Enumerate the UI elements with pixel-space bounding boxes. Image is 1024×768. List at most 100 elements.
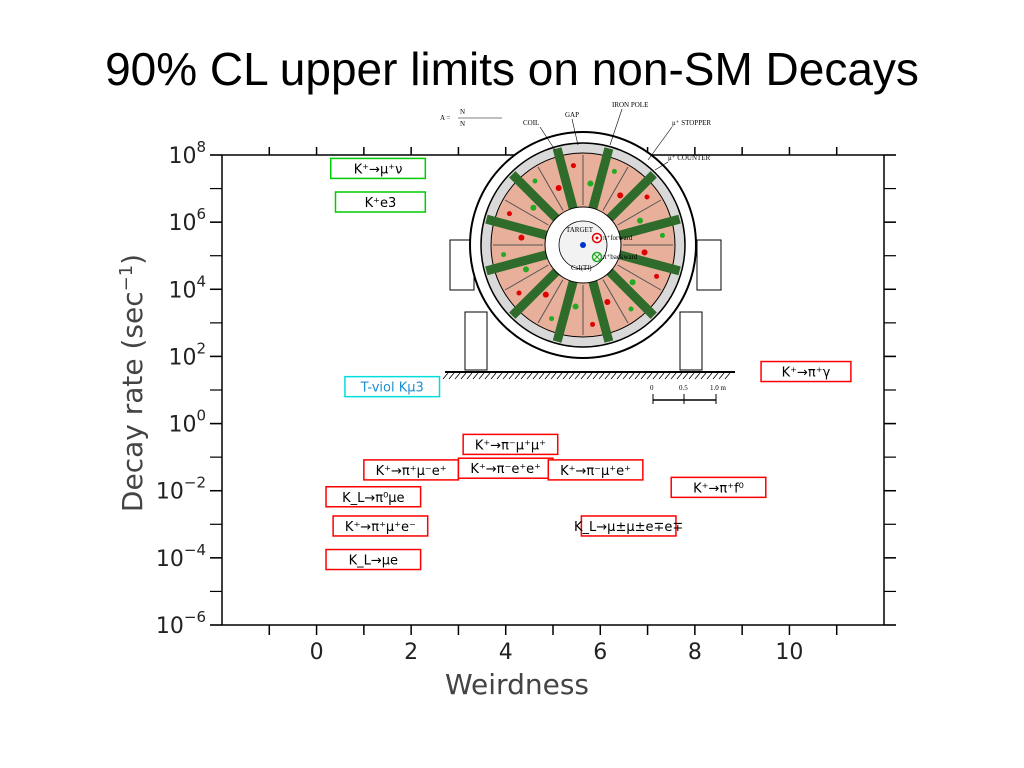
floor-hatch-line bbox=[502, 372, 509, 380]
floor-hatch-line bbox=[472, 372, 479, 380]
counter-pointer bbox=[654, 161, 669, 171]
data-point-label: K⁺→π⁺μ⁺e⁻ bbox=[345, 520, 416, 535]
data-point: T-viol Kμ3 bbox=[344, 375, 441, 398]
gap-divider bbox=[504, 264, 549, 291]
data-point: K⁺→π⁻μ⁺μ⁺ bbox=[462, 433, 559, 456]
track-marker bbox=[506, 211, 512, 217]
asymmetry-formula-label: A = bbox=[440, 114, 450, 122]
coil-sector bbox=[485, 250, 548, 276]
data-point-box bbox=[332, 515, 429, 537]
floor-hatch-line bbox=[724, 372, 731, 380]
coil-label: COIL bbox=[523, 119, 539, 127]
data-point: K⁺→π⁻μ⁺e⁺ bbox=[547, 459, 644, 481]
track-marker bbox=[572, 303, 579, 310]
gap-label: GAP bbox=[565, 111, 579, 119]
target-marker bbox=[580, 242, 586, 248]
track-marker bbox=[637, 217, 644, 224]
data-point: K_L→π⁰μe bbox=[325, 486, 422, 508]
detector-diagram: π⁺forward π⁺backward TARGET CsI(Tl) A = … bbox=[440, 101, 735, 404]
floor-hatch-line bbox=[568, 372, 575, 380]
x-tick-label: 8 bbox=[688, 640, 702, 665]
floor-hatch-line bbox=[556, 372, 563, 380]
data-point-label: K_L→μ±μ±e∓e∓ bbox=[574, 520, 683, 535]
x-ticks: 0 2 4 6 8 10 bbox=[268, 147, 838, 665]
data-point: K⁺→π⁺μ⁺e⁻ bbox=[332, 515, 429, 537]
asymmetry-formula-den: N bbox=[460, 120, 465, 128]
floor-hatch-line bbox=[574, 372, 581, 380]
floor-hatch-line bbox=[550, 372, 557, 380]
floor-hatch-line bbox=[448, 372, 455, 380]
track-marker bbox=[518, 234, 525, 241]
target-label: TARGET bbox=[566, 226, 594, 234]
coil-sector bbox=[618, 250, 681, 276]
detector-sectors bbox=[485, 147, 681, 343]
gap-divider bbox=[617, 264, 662, 291]
floor-hatch-line bbox=[580, 372, 587, 380]
track-marker bbox=[522, 266, 529, 273]
floor-hatch-line bbox=[544, 372, 551, 380]
track-marker bbox=[611, 168, 617, 174]
coil-sector bbox=[606, 171, 657, 222]
floor-hatch-line bbox=[676, 372, 683, 380]
data-point-label: K⁺→π⁺f⁰ bbox=[693, 481, 744, 496]
csi-label: CsI(Tl) bbox=[571, 264, 592, 272]
floor-hatch bbox=[442, 372, 731, 380]
gap-divider bbox=[617, 199, 662, 226]
floor-hatch-line bbox=[592, 372, 599, 380]
data-point-label: K⁺→π⁻μ⁺μ⁺ bbox=[475, 438, 546, 453]
floor-hatch-line bbox=[442, 372, 449, 380]
detector-right-leg bbox=[679, 311, 703, 371]
data-point-box bbox=[580, 515, 677, 537]
floor-hatch-line bbox=[688, 372, 695, 380]
track-marker bbox=[629, 279, 636, 286]
track-marker bbox=[501, 252, 507, 258]
data-point-box bbox=[760, 360, 852, 383]
data-points: K⁺→μ⁺ν K⁺e3 T-viol Kμ3 K⁺→π⁺γ K⁺→π⁻μ⁺μ⁺ K⁺→π⁺… bbox=[325, 157, 852, 571]
gap-divider bbox=[537, 279, 564, 324]
pi-backward-cross-b bbox=[593, 253, 601, 261]
y-tick-label: 102 bbox=[168, 339, 206, 370]
data-point: K⁺→π⁺γ bbox=[760, 360, 852, 383]
y-tick-label: 106 bbox=[168, 205, 206, 236]
floor-hatch-line bbox=[616, 372, 623, 380]
x-tick-label: 2 bbox=[404, 640, 418, 665]
coil-sector bbox=[509, 268, 560, 319]
data-point: K_L→μ±μ±e∓e∓ bbox=[574, 515, 683, 537]
floor-hatch-line bbox=[478, 372, 485, 380]
floor-hatch-line bbox=[652, 372, 659, 380]
y-tick-label: 10−6 bbox=[156, 608, 206, 639]
data-point-label: K⁺→π⁺γ bbox=[782, 366, 831, 381]
track-marker bbox=[644, 194, 650, 200]
data-point: K⁺e3 bbox=[334, 191, 427, 213]
iron-pole-pointer bbox=[609, 108, 623, 146]
coil-sector bbox=[618, 214, 681, 240]
y-tick-label: 108 bbox=[168, 138, 206, 169]
pi-backward-label: π⁺backward bbox=[603, 253, 638, 261]
track-marker bbox=[530, 204, 537, 211]
floor-hatch-line bbox=[538, 372, 545, 380]
floor-hatch-line bbox=[610, 372, 617, 380]
data-point-label: K_L→π⁰μe bbox=[342, 491, 404, 506]
coil-sector bbox=[509, 171, 560, 222]
detector-left-leg bbox=[464, 311, 488, 371]
floor-hatch-line bbox=[712, 372, 719, 380]
data-point: K⁺→π⁺f⁰ bbox=[670, 476, 767, 499]
coil-sector bbox=[485, 214, 548, 240]
data-point: K⁺→π⁺μ⁻e⁺ bbox=[363, 459, 460, 481]
data-point-box bbox=[670, 476, 767, 499]
floor-hatch-line bbox=[706, 372, 713, 380]
coil-sector bbox=[552, 147, 578, 210]
floor-hatch-line bbox=[496, 372, 503, 380]
floor-hatch-line bbox=[586, 372, 593, 380]
y-axis-title-close: ) bbox=[116, 254, 149, 265]
x-tick-label: 4 bbox=[499, 640, 513, 665]
gap-divider bbox=[504, 199, 549, 226]
x-tick-label: 0 bbox=[310, 640, 324, 665]
track-marker bbox=[516, 290, 522, 296]
floor-hatch-line bbox=[532, 372, 539, 380]
track-marker bbox=[628, 306, 634, 312]
data-point-box bbox=[334, 191, 427, 213]
data-point-box bbox=[462, 433, 559, 456]
track-marker bbox=[590, 321, 596, 327]
